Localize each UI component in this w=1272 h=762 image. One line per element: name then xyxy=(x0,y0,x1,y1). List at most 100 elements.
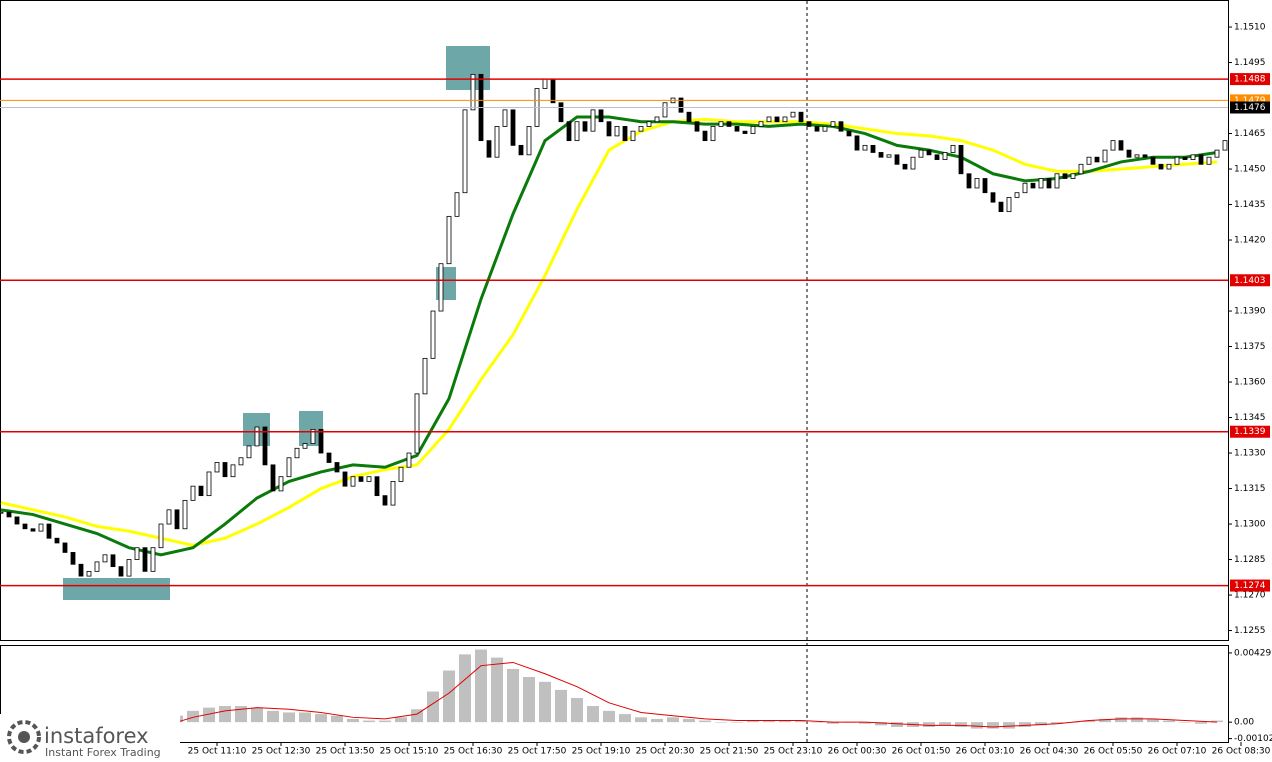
candle xyxy=(358,476,364,482)
candle xyxy=(750,126,756,134)
macd-bar xyxy=(235,706,247,723)
candle xyxy=(886,154,892,158)
macd-bar xyxy=(651,718,663,723)
macd-bar xyxy=(331,715,343,723)
macd-bar xyxy=(1115,717,1127,723)
level-label-box xyxy=(1230,73,1270,86)
x-tick-label: 25 Oct 19:10 xyxy=(572,747,631,757)
y-tick-label: 0.00 xyxy=(1234,718,1254,728)
candle xyxy=(1022,182,1028,194)
macd-bar xyxy=(603,710,615,723)
candle xyxy=(502,109,508,127)
y-tick-label: -0.00102 xyxy=(1234,734,1272,744)
x-tick-label: 26 Oct 04:30 xyxy=(1020,747,1079,757)
macd-bar xyxy=(891,722,903,727)
candle xyxy=(838,121,844,132)
candle xyxy=(878,152,884,158)
x-tick-label: 25 Oct 20:30 xyxy=(636,747,695,757)
candle xyxy=(1086,156,1092,165)
macd-bar xyxy=(827,722,839,724)
macd-bar xyxy=(1163,720,1175,723)
macd-bar xyxy=(955,722,967,727)
macd-bar xyxy=(219,706,231,723)
candle xyxy=(1198,154,1204,165)
candle xyxy=(718,121,724,127)
candle xyxy=(214,462,220,473)
candle xyxy=(198,485,204,497)
candle xyxy=(846,130,852,137)
macd-signal xyxy=(0,661,1218,730)
macd-bar xyxy=(523,676,535,723)
candle xyxy=(166,509,172,525)
candle xyxy=(1030,182,1036,189)
candle xyxy=(86,570,92,577)
y-tick-label: 1.1390 xyxy=(1234,307,1266,317)
y-tick-label: 1.1510 xyxy=(1234,23,1266,33)
macd-bar xyxy=(203,707,215,723)
candle xyxy=(206,471,212,497)
candle xyxy=(790,111,796,118)
macd-bar xyxy=(571,697,583,723)
macd-bar xyxy=(699,720,711,723)
candle xyxy=(742,130,748,134)
macd-bar xyxy=(379,720,391,723)
candle xyxy=(286,457,292,478)
candle xyxy=(142,547,148,572)
plot-layer: 1.1510 1.1495 1.1465 1.1450 1.1435 1.1420 1.13… xyxy=(0,23,1272,757)
candle xyxy=(934,154,940,160)
candle xyxy=(1006,197,1012,213)
candle xyxy=(270,464,276,492)
candle xyxy=(590,109,596,132)
macd-bar xyxy=(939,722,951,726)
candle xyxy=(654,116,660,123)
candle xyxy=(958,144,964,175)
level-label-box xyxy=(1230,274,1270,287)
macd-bar xyxy=(1019,722,1031,727)
candle xyxy=(246,445,252,459)
candle xyxy=(182,499,188,530)
candle xyxy=(1174,156,1180,165)
candle xyxy=(622,126,628,142)
macd-bar xyxy=(427,691,439,723)
candle xyxy=(254,426,260,447)
macd-bar xyxy=(635,717,647,723)
logo-icon-center xyxy=(18,731,30,743)
y-tick-label: 1.1315 xyxy=(1234,484,1266,494)
y-tick-label: 1.1285 xyxy=(1234,555,1266,565)
candle xyxy=(558,102,564,123)
candle xyxy=(118,566,124,577)
candle xyxy=(430,310,436,359)
candle xyxy=(550,78,556,104)
macd-bar xyxy=(683,718,695,723)
macd-bar xyxy=(1099,718,1111,723)
candle xyxy=(950,144,956,153)
candle xyxy=(110,554,116,568)
candle xyxy=(1150,156,1156,165)
candle xyxy=(870,144,876,153)
candle xyxy=(726,121,732,127)
candle xyxy=(382,495,388,506)
candle xyxy=(518,144,524,156)
candle xyxy=(638,126,644,132)
candle xyxy=(342,471,348,487)
macd-bar xyxy=(459,654,471,723)
level-label-box xyxy=(1230,425,1270,438)
y-tick-label: 1.1375 xyxy=(1234,342,1266,352)
candle xyxy=(1222,140,1228,151)
candle xyxy=(30,528,36,532)
candle xyxy=(574,121,580,142)
candle xyxy=(542,78,548,89)
candle xyxy=(694,121,700,132)
y-tick-label: 1.1270 xyxy=(1234,591,1266,601)
macd-bar xyxy=(507,668,519,723)
macd-bar xyxy=(187,710,199,723)
macd-bar xyxy=(555,689,567,723)
candle xyxy=(974,178,980,189)
logo-name: instaforex xyxy=(44,724,149,748)
candle xyxy=(814,126,820,132)
candle xyxy=(830,121,836,127)
logo-tagline: Instant Forex Trading xyxy=(45,746,161,759)
macd-bar xyxy=(1147,718,1159,723)
ask-label: 1.1479 xyxy=(1234,96,1266,106)
macd-bar xyxy=(987,722,999,729)
